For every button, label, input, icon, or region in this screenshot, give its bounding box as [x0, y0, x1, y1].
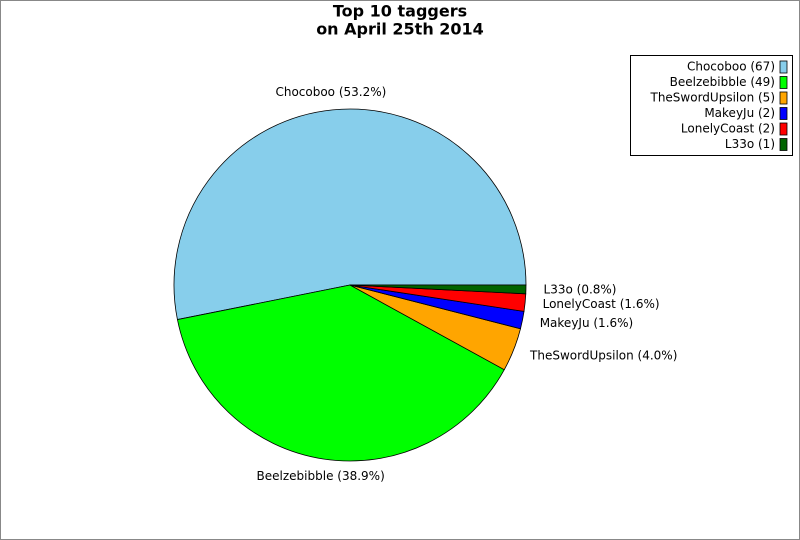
- legend-label: Chocoboo (67): [687, 60, 775, 74]
- legend-swatch: [779, 76, 788, 89]
- chart-subtitle: on April 25th 2014: [316, 20, 484, 39]
- chart-title: Top 10 taggers: [333, 2, 467, 21]
- legend-swatch: [779, 60, 788, 74]
- slice-label: LonelyCoast (1.6%): [543, 297, 660, 311]
- pie-slice: [349, 284, 527, 295]
- legend-label: Beelzebibble (49): [670, 75, 775, 89]
- slice-label: Beelzebibble (38.9%): [257, 469, 385, 483]
- pie-slice: [173, 108, 527, 321]
- legend-label: TheSwordUpsilon (5): [649, 91, 775, 105]
- slice-label: Chocoboo (53.2%): [275, 85, 386, 99]
- legend-swatch: [779, 107, 788, 120]
- legend-swatch: [779, 122, 788, 136]
- slice-label: L33o (0.8%): [544, 282, 617, 296]
- slice-label: TheSwordUpsilon (4.0%): [529, 349, 677, 363]
- legend-label: MakeyJu (2): [704, 106, 775, 120]
- pie-slice: [176, 284, 505, 462]
- legend-label: L33o (1): [725, 137, 775, 151]
- legend-swatch: [779, 138, 788, 151]
- legend-swatch: [779, 91, 788, 105]
- legend-label: LonelyCoast (2): [681, 122, 775, 136]
- slice-label: MakeyJu (1.6%): [540, 316, 634, 330]
- legend-box: [630, 55, 793, 156]
